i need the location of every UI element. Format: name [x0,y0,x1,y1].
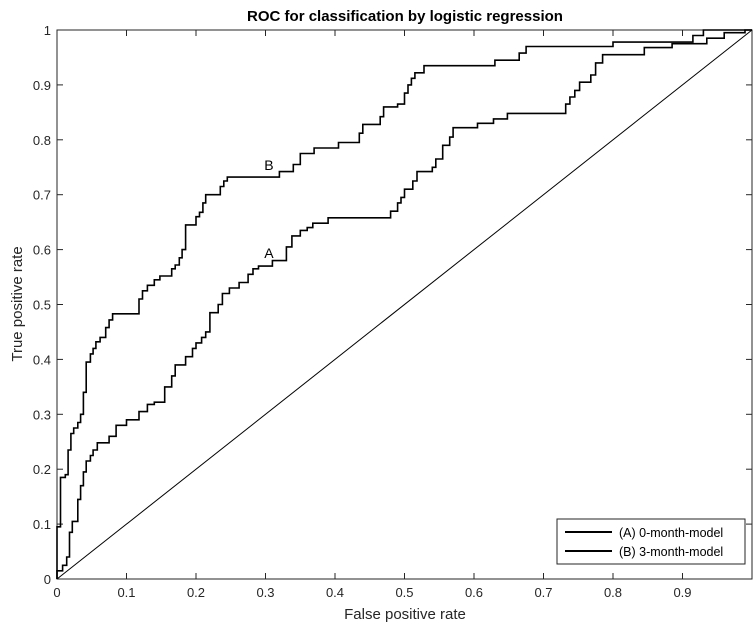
x-tick-label: 0.9 [673,585,691,600]
legend: (A) 0-month-model (B) 3-month-model [556,518,746,565]
legend-label-b: (B) 3-month-model [619,545,723,559]
y-tick-label: 0 [44,572,51,587]
roc-curve-b [56,29,752,579]
y-tick-label: 1 [44,23,51,38]
x-tick-label: 0.5 [395,585,413,600]
x-tick-label: 0.1 [117,585,135,600]
y-tick-label: 0.1 [33,517,51,532]
legend-label-a: (A) 0-month-model [619,526,723,540]
curve-annotation-b: B [264,157,273,173]
x-tick-label: 0.8 [604,585,622,600]
x-ticks: 0 0.1 0.2 0.3 0.4 0.5 0.6 0.7 0.8 0.9 [53,30,692,600]
x-tick-label: 0 [53,585,60,600]
x-tick-label: 0.6 [465,585,483,600]
y-tick-label: 0.9 [33,78,51,93]
legend-box [556,518,746,565]
curve-annotation-a: A [264,245,274,261]
x-axis-label: False positive rate [344,606,466,623]
annotations: AB [264,157,274,261]
x-tick-label: 0.3 [256,585,274,600]
x-tick-label: 0.7 [534,585,552,600]
y-ticks: 0 0.1 0.2 0.3 0.4 0.5 0.6 0.7 0.8 0.9 1 [33,23,752,587]
chance-diagonal-line [56,29,753,580]
y-tick-label: 0.2 [33,462,51,477]
x-tick-label: 0.4 [326,585,344,600]
roc-curve-a [56,29,752,579]
y-tick-label: 0.8 [33,133,51,148]
y-tick-label: 0.3 [33,407,51,422]
series-lines [56,29,753,580]
y-axis-label: True positive rate [9,246,26,361]
y-tick-label: 0.7 [33,188,51,203]
x-tick-label: 0.2 [187,585,205,600]
y-tick-label: 0.4 [33,352,51,367]
y-tick-label: 0.6 [33,243,51,258]
y-tick-label: 0.5 [33,298,51,313]
chart-title: ROC for classification by logistic regre… [247,8,563,25]
